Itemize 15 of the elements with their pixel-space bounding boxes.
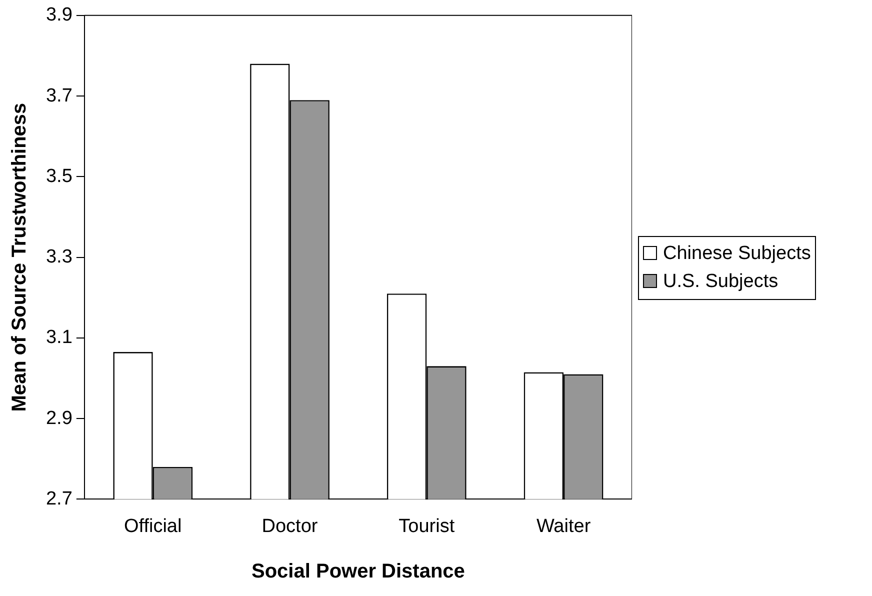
y-axis-title: Mean of Source Trustworthiness [8,102,31,412]
text: Chinese Subjects [663,243,811,264]
y-tick-label: 3.3 [46,246,72,268]
x-axis-title: Social Power Distance [251,560,465,583]
x-tick-label: Waiter [536,516,592,537]
y-tick-label: 3.1 [46,327,72,348]
x-tick-label: Official [124,516,182,537]
y-tick-label: 3.7 [46,85,72,106]
y-tick-label: 3.9 [46,4,72,26]
y-tick-label: 2.9 [46,408,72,429]
y-tick-label: 2.7 [46,488,72,510]
y-tick-label: 3.5 [46,166,72,187]
legend-label: U.S. Subjects [663,271,778,292]
x-tick-label: Tourist [398,516,456,537]
x-tick-label: Doctor [262,516,318,537]
